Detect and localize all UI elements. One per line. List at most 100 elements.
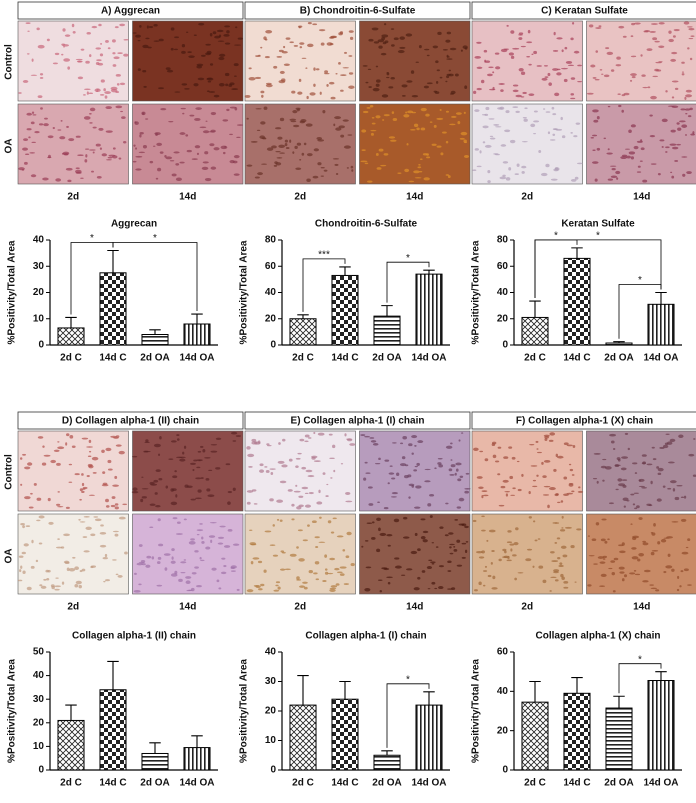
micrograph-cell: [434, 587, 438, 590]
micrograph-cell: [505, 493, 509, 497]
micrograph-cell: [430, 561, 436, 564]
micrograph-cell: [164, 155, 167, 158]
micrograph-cell: [264, 530, 272, 533]
micrograph-cell: [141, 111, 146, 116]
micrograph-cell: [230, 570, 236, 572]
micrograph-cell: [503, 48, 509, 50]
micrograph-cell: [476, 66, 483, 69]
micrograph-cell: [652, 75, 658, 78]
micrograph-cell: [544, 438, 548, 441]
micrograph-cell: [138, 544, 143, 547]
micrograph-cell: [577, 64, 582, 67]
micrograph-cell: [306, 95, 309, 100]
micrograph-cell: [81, 482, 85, 487]
micrograph-cell: [684, 96, 687, 100]
bar: [183, 323, 211, 346]
micrograph-cell: [312, 175, 319, 179]
micrograph-cell: [506, 24, 509, 27]
micrograph-cell: [22, 570, 26, 575]
y-tick-label: 40: [497, 287, 509, 298]
micrograph-cell: [123, 38, 129, 41]
micrograph-cell: [347, 134, 353, 136]
column-label: 2d: [294, 602, 306, 613]
micrograph-cell: [329, 557, 336, 561]
micrograph-cell: [373, 41, 380, 44]
micrograph-cell: [673, 28, 680, 32]
micrograph-cell: [60, 119, 63, 122]
micrograph-cell: [685, 89, 692, 93]
micrograph-cell: [679, 120, 686, 123]
micrograph-cell: [643, 569, 651, 573]
micrograph-cell: [552, 68, 559, 71]
micrograph-cell: [263, 569, 267, 573]
micrograph-cell: [607, 148, 610, 151]
micrograph-cell: [144, 441, 150, 444]
bar: [647, 303, 675, 346]
micrograph-cell: [408, 443, 413, 447]
micrograph-cell: [578, 486, 581, 489]
micrograph-cell: [533, 110, 538, 113]
micrograph-cell: [264, 466, 268, 468]
micrograph-cell: [301, 57, 307, 59]
row-label: OA: [4, 549, 15, 564]
micrograph-cell: [632, 503, 636, 506]
micrograph-cell: [563, 476, 568, 480]
micrograph-cell: [537, 538, 541, 540]
micrograph-cell: [563, 493, 569, 497]
y-tick-label: 20: [33, 717, 45, 728]
micrograph-cell: [232, 543, 240, 546]
micrograph-cell: [500, 144, 507, 147]
micrograph-cell: [248, 67, 252, 70]
error-bar: [107, 660, 119, 690]
micrograph-cell: [307, 524, 310, 527]
micrograph-cell: [39, 73, 44, 76]
micrograph-cell: [103, 88, 106, 92]
micrograph-cell: [683, 568, 689, 572]
micrograph-cell: [560, 67, 568, 70]
micrograph-cell: [618, 104, 622, 108]
micrograph-cell: [426, 82, 433, 85]
micrograph-cell: [618, 25, 625, 29]
micrograph-cell: [541, 461, 544, 465]
micrograph-cell: [31, 111, 35, 114]
micrograph-cell: [346, 531, 352, 536]
micrograph-cell: [329, 587, 337, 590]
micrograph-cell: [445, 140, 449, 144]
micrograph-cell: [156, 561, 161, 564]
micrograph-cell: [313, 83, 316, 87]
micrograph-cell: [159, 151, 164, 154]
micrograph-cell: [259, 469, 265, 473]
micrograph-cell: [406, 80, 413, 83]
micrograph-cell: [42, 445, 45, 448]
micrograph-cell: [495, 153, 500, 156]
micrograph-cell: [295, 465, 299, 468]
micrograph-cell: [95, 47, 102, 50]
micrograph-cell: [214, 35, 221, 39]
micrograph-cell: [361, 149, 366, 151]
micrograph-cell: [605, 47, 610, 50]
micrograph-cell: [75, 135, 81, 138]
micrograph-cell: [667, 553, 671, 557]
micrograph-cell: [594, 78, 600, 81]
micrograph-cell: [281, 464, 288, 468]
micrograph-cell: [528, 516, 532, 519]
micrograph-cell: [140, 559, 146, 563]
micrograph-cell: [176, 521, 181, 524]
micrograph-cell: [536, 65, 542, 67]
micrograph-cell: [54, 52, 60, 56]
micrograph-cell: [202, 448, 206, 453]
micrograph-cell: [197, 450, 202, 453]
micrograph-cell: [612, 448, 616, 451]
micrograph-cell: [448, 468, 453, 472]
micrograph-cell: [522, 91, 527, 95]
micrograph-cell: [291, 90, 296, 94]
bar: [331, 698, 359, 771]
micrograph-cell: [405, 568, 413, 571]
micrograph-cell: [313, 148, 319, 152]
micrograph-cell: [630, 523, 633, 525]
micrograph-cell: [588, 555, 595, 557]
micrograph-cell: [119, 23, 126, 27]
y-tick-label: 10: [33, 313, 45, 324]
significance-label: *: [153, 233, 157, 244]
micrograph-cell: [623, 574, 628, 578]
